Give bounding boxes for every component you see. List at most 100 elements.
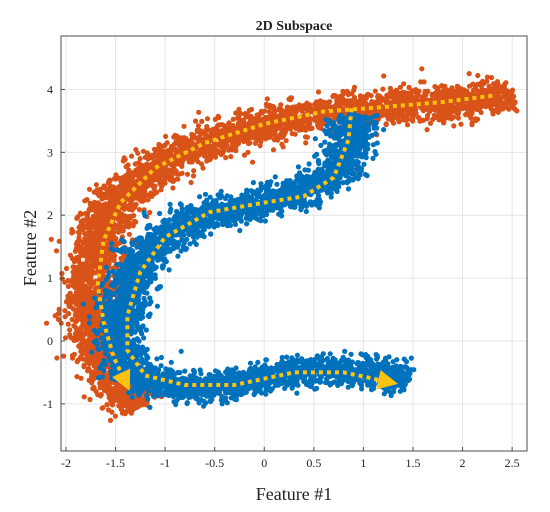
data-point bbox=[361, 162, 366, 167]
data-point bbox=[403, 90, 408, 95]
data-point bbox=[75, 266, 80, 271]
data-point bbox=[398, 85, 403, 90]
data-point bbox=[213, 117, 218, 122]
data-point bbox=[316, 89, 321, 94]
data-point bbox=[421, 108, 426, 113]
data-point bbox=[121, 396, 126, 401]
data-point bbox=[220, 151, 225, 156]
data-point bbox=[109, 392, 114, 397]
data-point bbox=[446, 93, 451, 98]
data-point bbox=[113, 236, 118, 241]
data-point bbox=[388, 86, 393, 91]
data-point bbox=[257, 133, 262, 138]
data-point bbox=[195, 129, 200, 134]
data-point bbox=[88, 275, 93, 280]
data-point bbox=[310, 126, 315, 131]
data-point bbox=[94, 237, 99, 242]
data-point bbox=[312, 102, 317, 107]
data-point bbox=[94, 182, 99, 187]
data-point bbox=[441, 85, 446, 90]
data-point bbox=[78, 336, 83, 341]
data-point bbox=[71, 306, 76, 311]
data-point bbox=[489, 99, 494, 104]
data-point bbox=[264, 102, 269, 107]
data-point bbox=[67, 327, 72, 332]
data-point bbox=[75, 214, 80, 219]
data-point bbox=[174, 172, 179, 177]
data-point bbox=[87, 187, 92, 192]
data-point bbox=[245, 122, 250, 127]
data-point bbox=[278, 102, 283, 107]
data-point bbox=[129, 409, 134, 414]
data-point bbox=[316, 106, 321, 111]
data-point bbox=[71, 323, 76, 328]
data-point bbox=[153, 159, 158, 164]
data-point bbox=[392, 112, 397, 117]
data-point bbox=[231, 117, 236, 122]
data-point bbox=[63, 335, 68, 340]
data-point bbox=[81, 251, 86, 256]
data-point bbox=[341, 92, 346, 97]
data-point bbox=[44, 321, 49, 326]
data-point bbox=[138, 164, 143, 169]
data-point bbox=[85, 368, 90, 373]
data-point bbox=[75, 359, 80, 364]
data-point bbox=[100, 405, 105, 410]
data-point bbox=[365, 92, 370, 97]
data-point bbox=[233, 110, 238, 115]
data-point bbox=[162, 143, 167, 148]
data-point bbox=[255, 112, 260, 117]
data-point bbox=[479, 84, 484, 89]
data-point bbox=[470, 120, 475, 125]
data-point bbox=[98, 393, 103, 398]
data-point bbox=[414, 90, 419, 95]
data-point bbox=[82, 347, 87, 352]
data-point bbox=[194, 157, 199, 162]
data-point bbox=[231, 123, 236, 128]
data-point bbox=[99, 214, 104, 219]
data-point bbox=[253, 133, 258, 138]
data-point bbox=[279, 110, 284, 115]
data-point bbox=[426, 108, 431, 113]
data-point bbox=[131, 223, 136, 228]
data-point bbox=[73, 338, 78, 343]
data-point bbox=[288, 126, 293, 131]
data-point bbox=[49, 237, 54, 242]
data-point bbox=[455, 108, 460, 113]
data-point bbox=[215, 132, 220, 137]
data-point bbox=[483, 103, 488, 108]
data-point bbox=[120, 182, 125, 187]
data-point bbox=[91, 361, 96, 366]
data-point bbox=[74, 374, 79, 379]
data-point bbox=[484, 79, 489, 84]
data-point bbox=[104, 402, 109, 407]
data-point bbox=[65, 294, 70, 299]
data-point bbox=[54, 248, 59, 253]
data-point bbox=[192, 135, 197, 140]
data-point bbox=[280, 128, 285, 133]
data-point bbox=[246, 136, 251, 141]
data-point bbox=[456, 116, 461, 121]
data-point bbox=[248, 114, 253, 119]
data-point bbox=[157, 178, 162, 183]
data-point bbox=[376, 93, 381, 98]
data-point bbox=[306, 105, 311, 110]
data-point bbox=[467, 84, 472, 89]
data-point bbox=[82, 394, 87, 399]
data-point bbox=[460, 103, 465, 108]
data-point bbox=[95, 314, 100, 319]
data-point bbox=[258, 143, 263, 148]
data-point bbox=[170, 179, 175, 184]
data-point bbox=[111, 199, 116, 204]
data-point bbox=[94, 229, 99, 234]
data-point bbox=[266, 135, 271, 140]
data-point bbox=[166, 167, 171, 172]
data-point bbox=[236, 116, 241, 121]
data-point bbox=[419, 66, 424, 71]
data-point bbox=[168, 151, 173, 156]
data-point bbox=[91, 386, 96, 391]
data-point bbox=[327, 99, 332, 104]
data-point bbox=[237, 125, 242, 130]
data-point bbox=[128, 197, 133, 202]
